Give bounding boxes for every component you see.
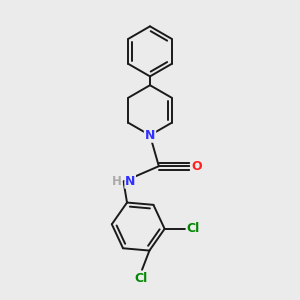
Text: O: O: [191, 160, 202, 173]
Text: Cl: Cl: [134, 272, 147, 285]
Text: Cl: Cl: [187, 222, 200, 236]
Text: N: N: [145, 129, 155, 142]
Text: H: H: [112, 175, 122, 188]
Text: N: N: [125, 175, 135, 188]
